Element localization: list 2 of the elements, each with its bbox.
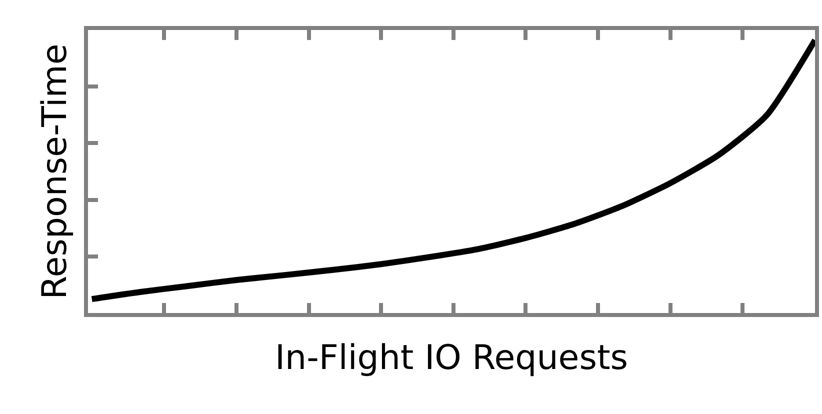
y-axis-title: Response-Time (35, 44, 76, 300)
x-axis-title: In-Flight IO Requests (275, 338, 628, 378)
